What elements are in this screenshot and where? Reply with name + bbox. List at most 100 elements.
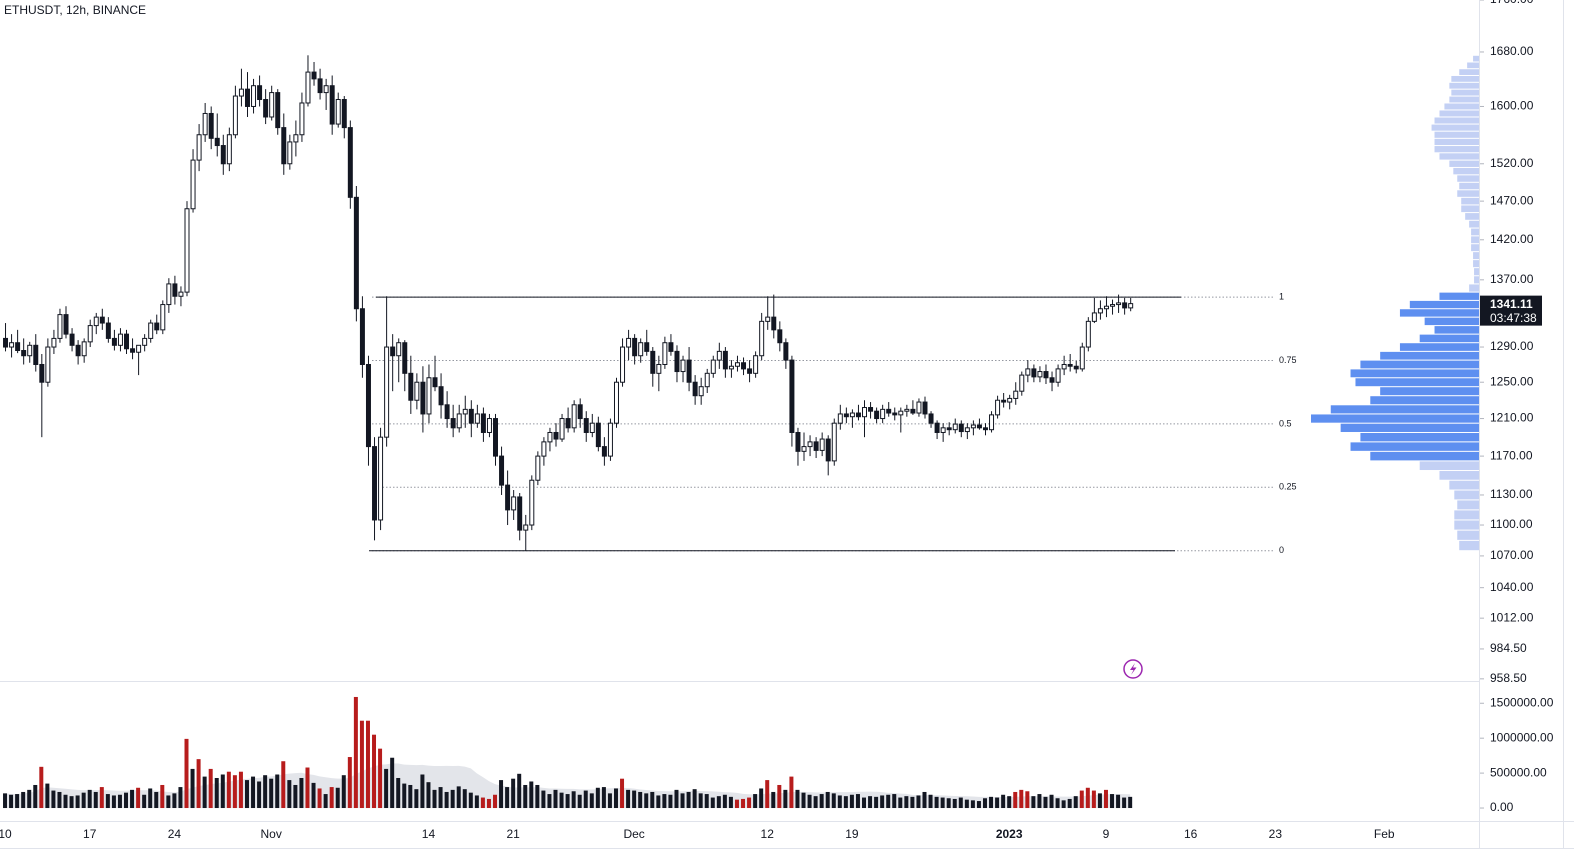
volume-bar bbox=[710, 797, 715, 809]
volume-bar bbox=[75, 795, 80, 809]
volume-bar bbox=[493, 794, 498, 809]
volume-profile-row bbox=[1449, 480, 1479, 490]
volume-bar bbox=[323, 794, 328, 809]
volume-bar bbox=[662, 794, 667, 809]
candle-body bbox=[505, 484, 511, 511]
volume-bar bbox=[263, 775, 268, 809]
volume-bar bbox=[589, 793, 594, 809]
candle-body bbox=[450, 418, 456, 429]
candle-body bbox=[511, 496, 517, 511]
candles bbox=[3, 55, 1134, 551]
candle-body bbox=[613, 381, 619, 424]
candle-body bbox=[535, 455, 541, 481]
volume-bar bbox=[214, 777, 219, 809]
candle-body bbox=[329, 85, 335, 125]
volume-profile-row bbox=[1399, 343, 1479, 351]
volume-bar bbox=[898, 797, 903, 809]
x-tick-label: 16 bbox=[1184, 827, 1198, 841]
volume-profile-row bbox=[1360, 360, 1479, 369]
candle-body bbox=[571, 404, 577, 429]
fib-level-label: 1 bbox=[1279, 291, 1284, 301]
volume-bar bbox=[638, 791, 643, 809]
volume-bar bbox=[426, 782, 431, 809]
candle-body bbox=[124, 333, 130, 350]
candle-body bbox=[601, 446, 607, 457]
volume-bar bbox=[27, 789, 32, 809]
volume-bar bbox=[807, 794, 812, 809]
candle-body bbox=[474, 413, 480, 424]
volume-bar bbox=[595, 787, 600, 809]
candle-body bbox=[1085, 320, 1091, 348]
y-tick-label: 958.50 bbox=[1490, 671, 1527, 685]
volume-profile-row bbox=[1380, 387, 1479, 396]
volume-bar bbox=[81, 792, 86, 809]
candle-body bbox=[1097, 308, 1103, 314]
volume-bar bbox=[1110, 794, 1115, 809]
volume-bar bbox=[958, 797, 963, 809]
volume-y-tick-label: 1500000.00 bbox=[1490, 695, 1554, 709]
volume-bar bbox=[117, 794, 122, 809]
volume-bar bbox=[15, 794, 20, 809]
volume-bar bbox=[734, 799, 739, 809]
candle-body bbox=[849, 412, 855, 418]
candle-body bbox=[444, 404, 450, 420]
candle-body bbox=[1079, 346, 1085, 370]
candle-body bbox=[868, 407, 874, 412]
candle-body bbox=[982, 427, 988, 431]
candle-body bbox=[208, 112, 214, 139]
x-tick-label: 19 bbox=[845, 827, 859, 841]
candle-body bbox=[166, 283, 172, 306]
candle-body bbox=[547, 431, 553, 443]
volume-pane bbox=[3, 696, 1133, 809]
volume-bar bbox=[124, 792, 129, 809]
volume-bar bbox=[1043, 796, 1048, 809]
volume-bar bbox=[843, 796, 848, 809]
candle-body bbox=[1031, 368, 1037, 378]
volume-bar bbox=[1019, 789, 1024, 809]
candle-body bbox=[765, 316, 771, 322]
volume-bar bbox=[825, 791, 830, 809]
candle-body bbox=[541, 441, 547, 457]
volume-bar bbox=[511, 778, 516, 809]
candle-body bbox=[517, 496, 523, 531]
candle-body bbox=[226, 134, 232, 165]
y-tick-label: 1070.00 bbox=[1490, 548, 1534, 562]
candle-body bbox=[105, 322, 111, 339]
volume-profile-row bbox=[1454, 490, 1479, 500]
volume-bar bbox=[462, 789, 467, 809]
volume-profile-row bbox=[1451, 75, 1479, 82]
volume-bar bbox=[632, 790, 637, 809]
volume-profile-row bbox=[1434, 138, 1479, 146]
candle-body bbox=[184, 208, 190, 293]
volume-profile-row bbox=[1459, 540, 1479, 551]
x-tick-label: Dec bbox=[623, 827, 644, 841]
volume-y-tick-label: 500000.00 bbox=[1490, 765, 1547, 779]
volume-bar bbox=[57, 791, 62, 809]
fib-level-label: 0 bbox=[1279, 545, 1284, 555]
volume-profile-row bbox=[1454, 510, 1479, 520]
volume-bar bbox=[989, 796, 994, 809]
candle-body bbox=[747, 368, 753, 374]
y-tick-label: 1520.00 bbox=[1490, 156, 1534, 170]
volume-bar bbox=[747, 797, 752, 809]
alert-icon[interactable] bbox=[1123, 659, 1143, 679]
candle-body bbox=[1001, 399, 1007, 403]
candle-body bbox=[353, 196, 359, 310]
candle-body bbox=[462, 408, 468, 415]
fib-level-label: 0.5 bbox=[1279, 418, 1292, 428]
volume-bar bbox=[946, 798, 951, 809]
volume-profile-row bbox=[1453, 167, 1479, 175]
candle-body bbox=[620, 346, 626, 383]
volume-profile-row bbox=[1467, 62, 1479, 69]
volume-bar bbox=[940, 797, 945, 809]
volume-bar bbox=[220, 774, 225, 809]
candle-body bbox=[644, 342, 650, 352]
volume-bar bbox=[1031, 796, 1036, 809]
candle-body bbox=[317, 78, 323, 94]
volume-profile-row bbox=[1439, 110, 1479, 117]
candle-body bbox=[299, 102, 305, 136]
volume-bar bbox=[450, 789, 455, 809]
candle-body bbox=[432, 377, 438, 388]
volume-bar bbox=[583, 790, 588, 809]
x-tick-label: 24 bbox=[168, 827, 182, 841]
